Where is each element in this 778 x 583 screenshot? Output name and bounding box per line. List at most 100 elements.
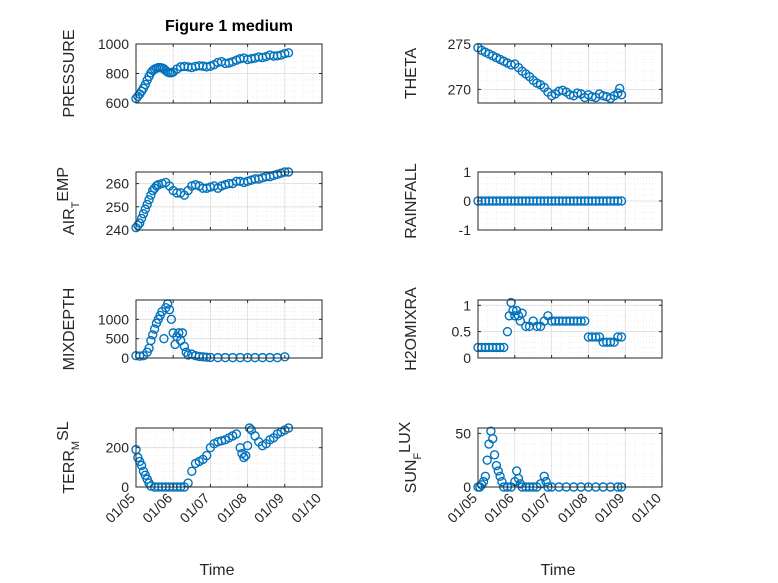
x-tick-label: 01/05 [102,490,138,526]
plot-area [478,428,662,487]
data-point [239,452,249,463]
data-point [164,304,175,315]
x-axis-label: Time [200,562,235,579]
data-point [146,335,156,346]
data-point [241,450,251,461]
data-point [616,90,627,100]
data-point [179,341,190,352]
subplot-3: 240 250 260 AIRTEMP [55,167,323,238]
y-tick-label: 600 [106,95,130,111]
data-point [144,195,154,205]
data-point [591,332,601,342]
data-point [521,321,531,332]
data-point [149,324,160,334]
data-point [495,471,505,481]
y-axis-label: MIXDEPTH [61,288,78,371]
y-tick-label: -1 [459,222,472,238]
y-tick-label: 0.5 [452,324,472,340]
data-point [482,455,492,465]
y-tick-label: 240 [106,222,130,238]
data-point [517,308,527,318]
data-point [493,466,503,476]
data-point [148,330,158,340]
y-tick-label: 275 [448,36,472,52]
data-point [280,352,290,362]
y-axis-label: TERRMSL [55,421,82,493]
y-tick-label: 1000 [98,36,129,52]
y-axis-label: THETA [403,48,420,100]
x-tick-label: 01/09 [591,490,627,526]
data-point [280,48,290,59]
y-tick-label: 1000 [98,311,129,327]
data-point [513,473,524,484]
data-point [495,342,505,353]
data-point [616,332,627,342]
chart-title: Figure 1 medium [165,18,293,35]
data-point [242,441,253,451]
data-point [136,213,147,224]
y-tick-label: 0 [463,479,471,495]
plot-area [478,300,662,358]
y-axis-label: H2OMIXRA [403,287,420,371]
axes-frame [135,299,323,359]
data-point [231,429,242,439]
data-point [187,466,197,476]
data-point [478,476,489,487]
subplot-5: 0 500 1000 MIXDEPTH [61,288,323,371]
data-point [181,347,191,357]
y-tick-label: 500 [106,331,130,347]
y-tick-label: 50 [455,425,471,441]
data-point [539,471,549,481]
data-point [532,321,542,332]
data-point [151,181,162,191]
x-tick-label: 01/10 [628,490,664,526]
axes-frame [477,43,663,104]
x-tick-label: 01/08 [554,490,590,526]
y-tick-label: 0 [463,193,471,209]
data-point [511,305,522,316]
subplot-8: 0 50 01/05 01/06 01/07 01/08 01/09 01/10 SUNFLUX… [397,421,664,579]
data-point [580,316,590,326]
subplot-7: 0 200 01/05 01/06 01/07 01/08 01/09 01/10 TERRMS… [55,421,324,579]
data-point [613,332,623,342]
y-tick-label: 1 [463,297,471,313]
y-tick-label: 250 [106,199,130,215]
subplot-6: 0 0.5 1 H2OMIXRA [403,287,663,371]
y-tick-label: 270 [448,81,472,97]
data-point [133,220,143,231]
subplot-4: -1 0 1 RAINFALL [403,163,663,239]
data-point [508,305,518,316]
subplot-1: 600 800 1000 PRESSURE Figure 1 medium [61,18,323,118]
axes-frame [135,171,323,231]
y-tick-label: 1 [463,164,471,180]
data-point [613,196,623,206]
data-point [201,450,212,461]
y-tick-label: 200 [106,440,130,456]
y-axis-label: AIRTEMP [55,167,82,235]
data-point [497,476,507,487]
subplot-2: 270 275 THETA [403,36,663,104]
y-axis-label: PRESSURE [61,29,78,117]
x-axis-label: Time [541,562,576,579]
y-tick-label: 0 [121,479,129,495]
x-tick-label: 01/09 [251,490,287,526]
data-point [576,316,586,326]
data-point [166,314,177,325]
data-point [480,471,491,481]
x-tick-label: 01/06 [139,490,175,526]
x-tick-label: 01/05 [444,490,480,526]
y-tick-label: 0 [463,350,471,366]
data-point [283,48,294,58]
x-tick-label: 01/07 [518,490,554,526]
y-axis-label: SUNFLUX [397,421,424,493]
y-tick-label: 800 [106,66,130,82]
x-tick-label: 01/08 [214,490,250,526]
x-tick-label: 01/06 [481,490,517,526]
y-tick-label: 0 [121,350,129,366]
axes-frame [477,427,663,488]
data-point [489,450,500,460]
data-point [138,209,149,219]
data-point [491,460,502,471]
